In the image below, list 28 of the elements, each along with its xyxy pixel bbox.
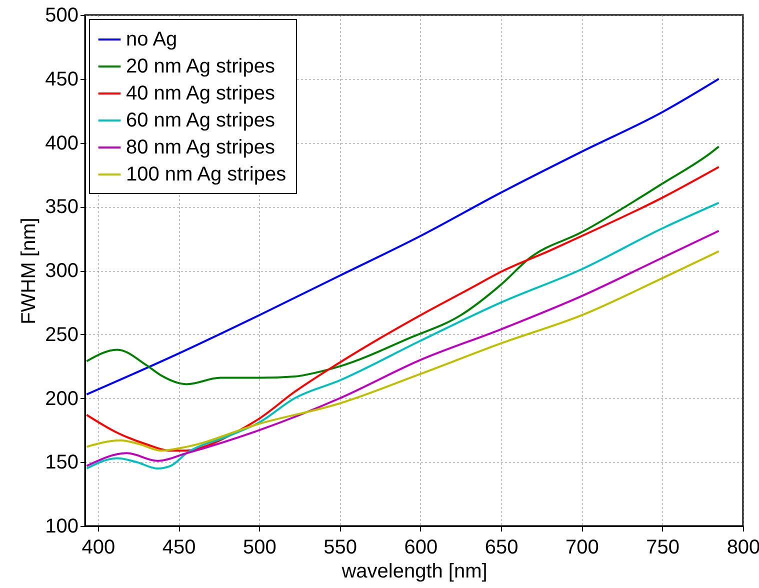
y-tick-label: 300 (45, 260, 78, 282)
y-tick-label: 100 (45, 516, 78, 538)
y-axis-title: FWHM [nm] (18, 218, 40, 324)
x-tick-label: 750 (646, 536, 680, 558)
y-tick-label: 200 (45, 388, 78, 410)
x-tick-label: 650 (484, 536, 518, 558)
x-axis-title: wavelength [nm] (340, 560, 488, 582)
y-tick-label: 350 (45, 196, 78, 218)
x-tick-label: 500 (242, 536, 276, 558)
x-tick-label: 450 (162, 536, 196, 558)
x-tick-label: 800 (726, 536, 759, 558)
x-tick-label: 400 (82, 536, 116, 558)
y-tick-label: 250 (45, 324, 78, 346)
x-tick-label: 600 (404, 536, 438, 558)
x-tick-label: 700 (566, 536, 599, 558)
x-tick-label: 550 (324, 536, 357, 558)
legend-label: no Ag (126, 28, 178, 50)
legend-label: 60 nm Ag stripes (126, 110, 275, 132)
y-tick-label: 500 (45, 4, 78, 26)
legend-label: 80 nm Ag stripes (126, 136, 275, 158)
line-series (86, 166, 720, 452)
y-tick-label: 150 (45, 452, 78, 474)
y-tick-label: 450 (45, 68, 78, 90)
legend-label: 20 nm Ag stripes (126, 56, 275, 78)
y-tick-label: 400 (45, 132, 78, 154)
legend-label: 40 nm Ag stripes (126, 82, 275, 104)
line-series (86, 78, 720, 396)
legend-label: 100 nm Ag stripes (126, 164, 286, 186)
